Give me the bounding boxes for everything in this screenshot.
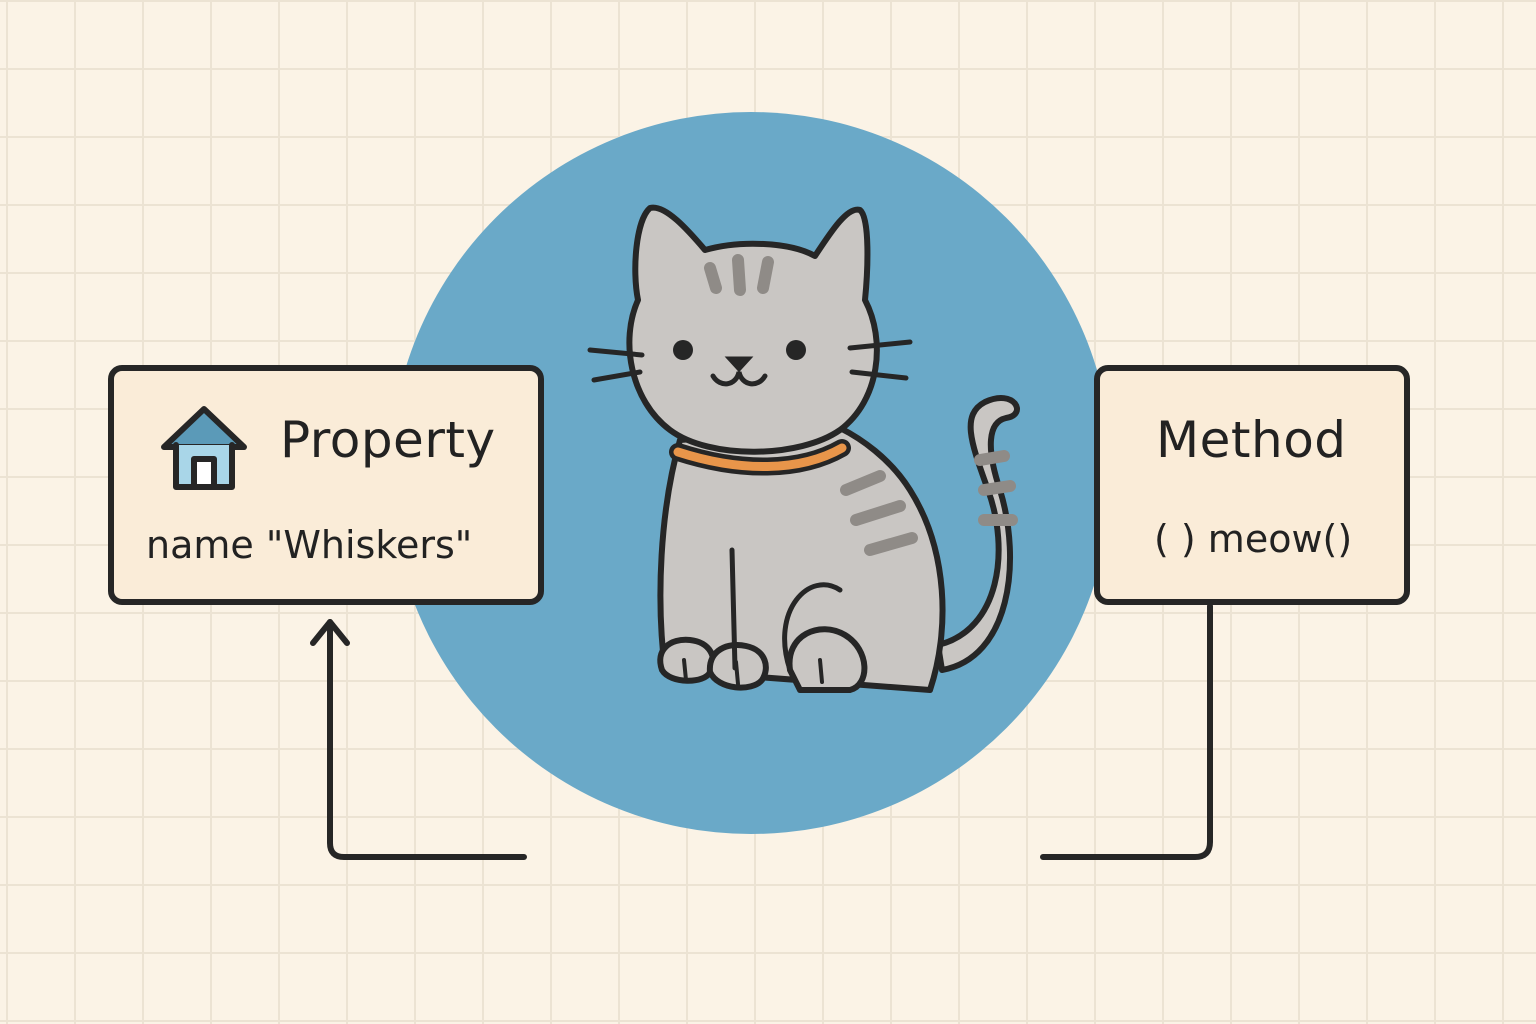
cat-nose <box>724 356 754 373</box>
cat-eye-right <box>786 340 806 360</box>
method-connector <box>1040 603 1213 860</box>
cat-mouth <box>710 371 768 387</box>
cat-eye-left <box>673 340 693 360</box>
property-card: Property name "Whiskers" <box>108 365 544 605</box>
cat-back-paw <box>786 626 868 693</box>
cat-head <box>626 204 880 455</box>
cat-body <box>657 425 946 693</box>
property-title: Property <box>280 411 496 469</box>
property-value: name "Whiskers" <box>146 523 473 567</box>
property-arrowhead <box>310 619 350 646</box>
method-card: Method ( ) meow() <box>1094 365 1410 605</box>
property-connector <box>327 619 527 860</box>
method-value: ( ) meow() <box>1154 517 1353 561</box>
method-title: Method <box>1156 411 1347 469</box>
cat-illustration <box>587 204 1020 693</box>
house-icon <box>161 406 247 490</box>
cat-tail <box>935 395 1020 673</box>
